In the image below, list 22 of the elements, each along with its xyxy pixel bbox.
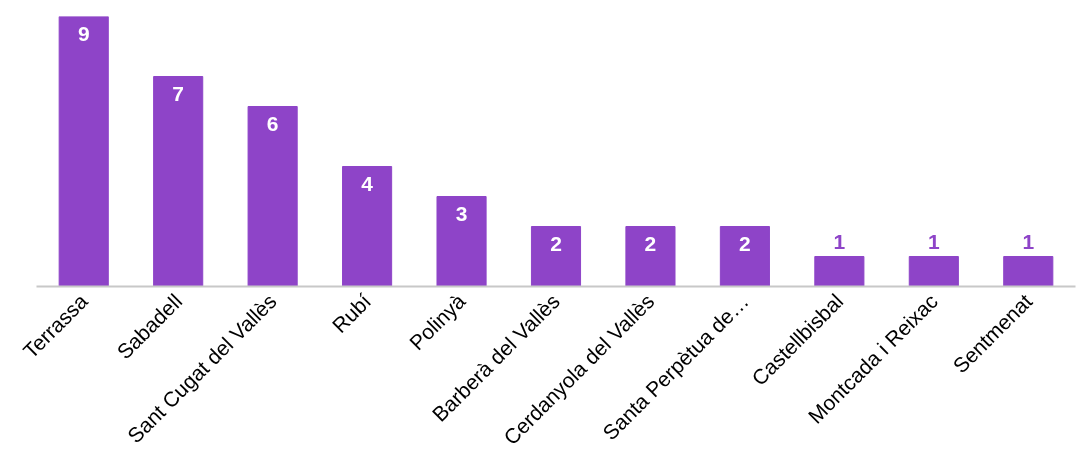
data-label: 1 — [1022, 229, 1035, 253]
bar — [153, 76, 204, 287]
bar — [1003, 256, 1054, 287]
data-label: 4 — [361, 171, 374, 195]
data-label: 3 — [455, 201, 468, 225]
data-label: 1 — [927, 229, 940, 253]
bar — [436, 196, 487, 287]
bar — [342, 166, 393, 287]
data-label: 1 — [833, 229, 846, 253]
bar — [58, 16, 109, 287]
data-label: 9 — [77, 21, 90, 45]
bar — [247, 106, 298, 287]
bar — [814, 256, 865, 287]
data-label: 7 — [172, 81, 185, 105]
data-label: 2 — [550, 231, 562, 255]
bar — [625, 226, 676, 287]
bar — [530, 226, 582, 287]
data-label: 2 — [739, 231, 751, 255]
bar — [719, 226, 770, 287]
data-label: 2 — [644, 231, 657, 255]
bar — [908, 256, 959, 287]
data-label: 6 — [266, 111, 279, 135]
